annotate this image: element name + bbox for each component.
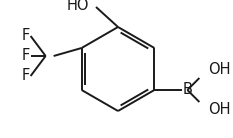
Text: F: F — [21, 48, 30, 63]
Text: F: F — [21, 68, 30, 83]
Text: HO: HO — [66, 0, 89, 13]
Text: B: B — [182, 83, 192, 98]
Text: OH: OH — [208, 63, 231, 78]
Text: OH: OH — [208, 103, 231, 117]
Text: F: F — [21, 29, 30, 43]
